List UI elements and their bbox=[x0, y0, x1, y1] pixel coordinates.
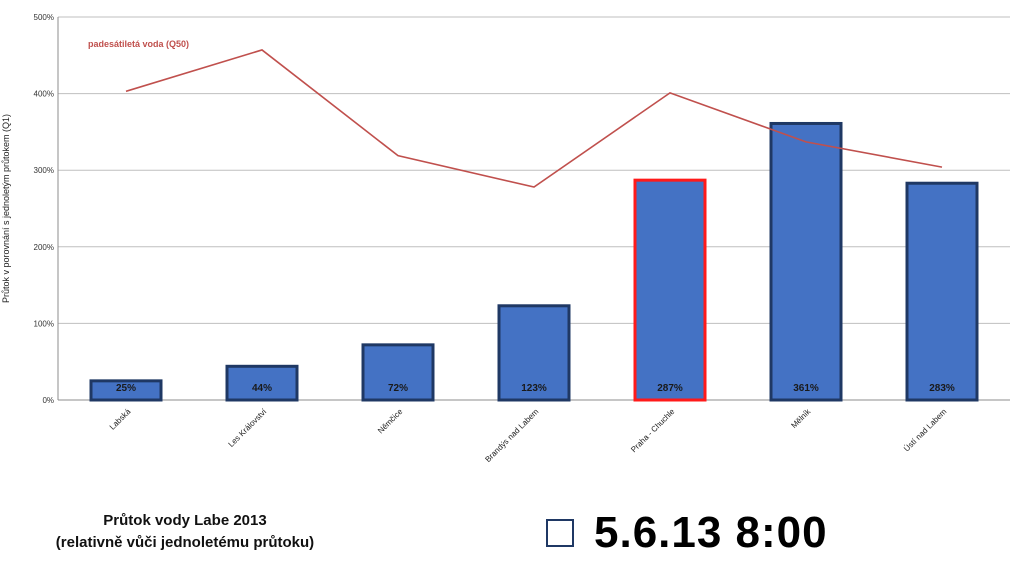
y-tick-label: 300% bbox=[34, 166, 54, 175]
y-axis-label: Průtok v porovnání s jednoletým průtokem… bbox=[1, 114, 11, 303]
x-category-label: Praha - Chuchle bbox=[629, 407, 677, 455]
bar bbox=[497, 304, 571, 402]
bar bbox=[769, 121, 843, 402]
bar bbox=[225, 364, 299, 402]
y-axis-ticks: 0% 100% 200% 300% 400% 500% bbox=[34, 13, 54, 405]
q50-line-label: padesátiletá voda (Q50) bbox=[88, 39, 189, 49]
bar bbox=[361, 343, 435, 402]
bar bbox=[89, 379, 163, 402]
caption-title: Průtok vody Labe 2013 bbox=[103, 512, 267, 529]
bar-legend-swatch bbox=[546, 519, 574, 547]
timestamp-text: 5.6.13 8:00 bbox=[594, 508, 828, 557]
bar-data-label: 44% bbox=[252, 383, 272, 394]
bar-data-label: 72% bbox=[388, 383, 408, 394]
bar-data-label: 361% bbox=[793, 383, 819, 394]
x-category-label: Ústí nad Labem bbox=[902, 407, 949, 454]
bar-data-label: 25% bbox=[116, 383, 136, 394]
x-category-label: Labská bbox=[108, 407, 133, 432]
bar-data-label: 287% bbox=[657, 383, 683, 394]
chart-caption: Průtok vody Labe 2013 (relativně vůči je… bbox=[0, 510, 370, 554]
bars bbox=[89, 121, 979, 402]
q50-line-group: padesátiletá voda (Q50) bbox=[88, 39, 943, 188]
y-tick-label: 200% bbox=[34, 243, 54, 252]
caption-subtitle: (relativně vůči jednoletému průtoku) bbox=[55, 534, 315, 551]
data-labels: 25% 44% 72% 123% 287% 361% 283% bbox=[116, 383, 955, 394]
x-category-label: Brandýs nad Labem bbox=[483, 407, 540, 464]
gridlines bbox=[57, 16, 1010, 401]
timestamp-legend: 5.6.13 8:00 bbox=[546, 508, 828, 558]
chart: 0% 100% 200% 300% 400% 500% Průtok v porovnán… bbox=[1, 13, 1010, 464]
y-tick-label: 0% bbox=[42, 396, 54, 405]
y-tick-label: 400% bbox=[34, 90, 54, 99]
x-axis-categories: Labská Les Království Němčice Brandýs nad L… bbox=[108, 406, 949, 464]
q50-line bbox=[125, 49, 943, 188]
bar-data-label: 283% bbox=[929, 383, 955, 394]
x-category-label: Němčice bbox=[376, 407, 405, 436]
y-tick-label: 100% bbox=[34, 319, 54, 328]
bar bbox=[633, 178, 707, 402]
y-tick-label: 500% bbox=[34, 13, 54, 22]
x-category-label: Mělník bbox=[789, 406, 813, 430]
bar bbox=[905, 181, 979, 402]
bar-data-label: 123% bbox=[521, 383, 547, 394]
x-category-label: Les Království bbox=[227, 407, 269, 449]
